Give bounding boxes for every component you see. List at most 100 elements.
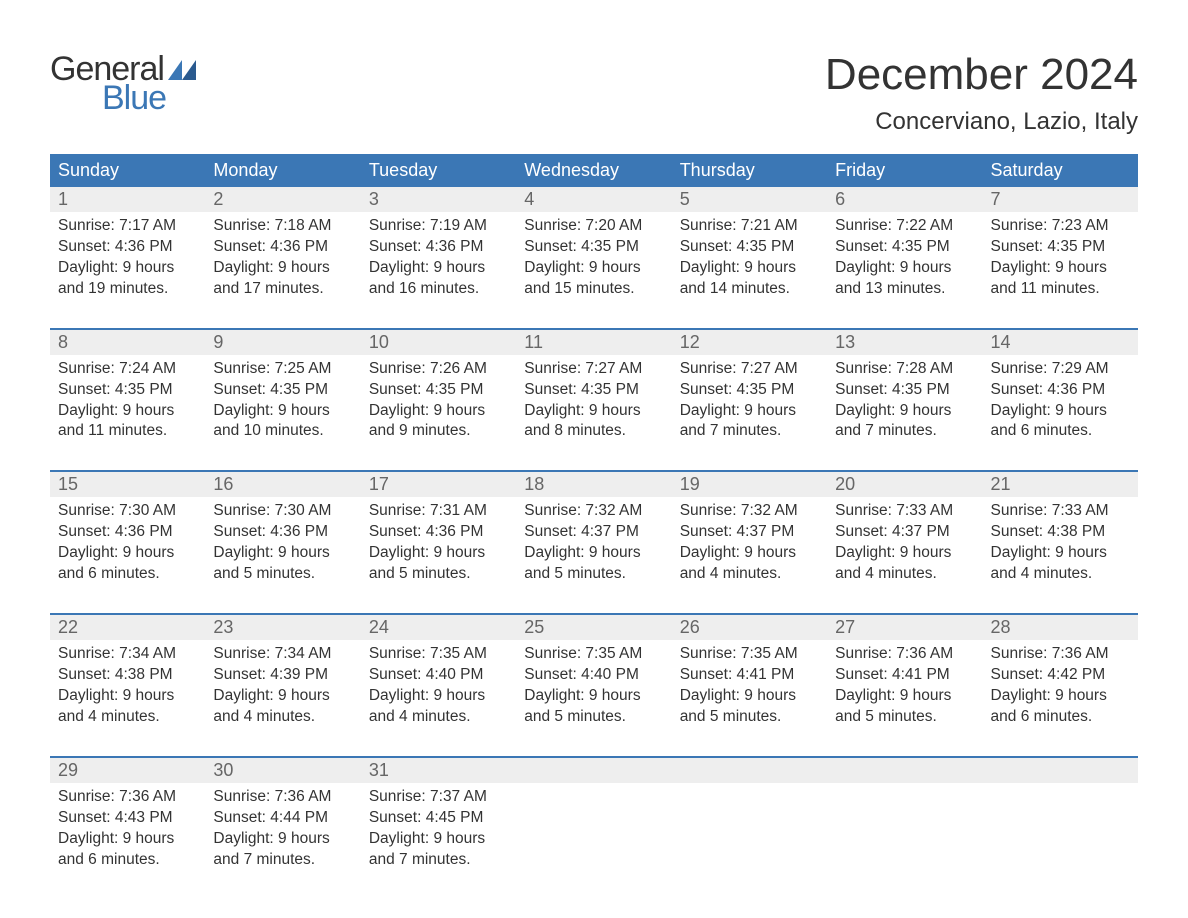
- day-sunset: Sunset: 4:37 PM: [835, 522, 974, 543]
- day-number: 21: [983, 472, 1138, 497]
- day-sunrise: Sunrise: 7:36 AM: [991, 644, 1130, 665]
- day-sunset: Sunset: 4:42 PM: [991, 665, 1130, 686]
- day-sunrise: Sunrise: 7:35 AM: [369, 644, 508, 665]
- day-sunset: Sunset: 4:35 PM: [213, 380, 352, 401]
- day-cell: Sunrise: 7:36 AMSunset: 4:43 PMDaylight:…: [50, 783, 205, 899]
- day-number: 9: [205, 330, 360, 355]
- day-header: Sunday: [50, 154, 205, 187]
- day-header-row: Sunday Monday Tuesday Wednesday Thursday…: [50, 154, 1138, 187]
- calendar-table: Sunday Monday Tuesday Wednesday Thursday…: [50, 154, 1138, 898]
- day-dl2: and 4 minutes.: [835, 564, 974, 585]
- day-dl1: Daylight: 9 hours: [369, 686, 508, 707]
- day-cell: Sunrise: 7:31 AMSunset: 4:36 PMDaylight:…: [361, 497, 516, 614]
- day-dl1: Daylight: 9 hours: [213, 543, 352, 564]
- day-sunrise: Sunrise: 7:37 AM: [369, 787, 508, 808]
- day-number: 19: [672, 472, 827, 497]
- day-dl2: and 4 minutes.: [369, 707, 508, 728]
- day-sunset: Sunset: 4:35 PM: [524, 380, 663, 401]
- day-number: 14: [983, 330, 1138, 355]
- day-dl1: Daylight: 9 hours: [991, 686, 1130, 707]
- day-sunset: Sunset: 4:41 PM: [835, 665, 974, 686]
- day-dl2: and 5 minutes.: [680, 707, 819, 728]
- day-cell: Sunrise: 7:33 AMSunset: 4:37 PMDaylight:…: [827, 497, 982, 614]
- day-number: 26: [672, 615, 827, 640]
- day-dl2: and 4 minutes.: [58, 707, 197, 728]
- day-header: Saturday: [983, 154, 1138, 187]
- day-cell: Sunrise: 7:27 AMSunset: 4:35 PMDaylight:…: [516, 355, 671, 472]
- day-dl2: and 11 minutes.: [991, 279, 1130, 300]
- day-sunrise: Sunrise: 7:32 AM: [680, 501, 819, 522]
- day-dl2: and 19 minutes.: [58, 279, 197, 300]
- day-sunrise: Sunrise: 7:22 AM: [835, 216, 974, 237]
- day-sunrise: Sunrise: 7:18 AM: [213, 216, 352, 237]
- day-sunrise: Sunrise: 7:19 AM: [369, 216, 508, 237]
- day-number: 5: [672, 187, 827, 212]
- day-dl1: Daylight: 9 hours: [213, 829, 352, 850]
- day-dl1: Daylight: 9 hours: [369, 258, 508, 279]
- day-header: Monday: [205, 154, 360, 187]
- day-dl2: and 7 minutes.: [369, 850, 508, 871]
- page-title: December 2024: [825, 50, 1138, 100]
- day-sunrise: Sunrise: 7:34 AM: [213, 644, 352, 665]
- day-dl2: and 5 minutes.: [524, 564, 663, 585]
- day-number: 10: [361, 330, 516, 355]
- day-sunset: Sunset: 4:35 PM: [680, 380, 819, 401]
- day-sunrise: Sunrise: 7:34 AM: [58, 644, 197, 665]
- day-cell: Sunrise: 7:20 AMSunset: 4:35 PMDaylight:…: [516, 212, 671, 329]
- day-cell: Sunrise: 7:36 AMSunset: 4:42 PMDaylight:…: [983, 640, 1138, 757]
- day-sunset: Sunset: 4:40 PM: [369, 665, 508, 686]
- day-dl2: and 4 minutes.: [213, 707, 352, 728]
- day-cell: Sunrise: 7:33 AMSunset: 4:38 PMDaylight:…: [983, 497, 1138, 614]
- day-cell: Sunrise: 7:19 AMSunset: 4:36 PMDaylight:…: [361, 212, 516, 329]
- day-sunset: Sunset: 4:36 PM: [369, 522, 508, 543]
- day-dl2: and 6 minutes.: [58, 850, 197, 871]
- day-number: 2: [205, 187, 360, 212]
- day-dl2: and 6 minutes.: [58, 564, 197, 585]
- day-cell: Sunrise: 7:36 AMSunset: 4:41 PMDaylight:…: [827, 640, 982, 757]
- flag-icon: [168, 60, 196, 80]
- day-cell: Sunrise: 7:34 AMSunset: 4:38 PMDaylight:…: [50, 640, 205, 757]
- day-sunrise: Sunrise: 7:33 AM: [991, 501, 1130, 522]
- day-cell: Sunrise: 7:26 AMSunset: 4:35 PMDaylight:…: [361, 355, 516, 472]
- day-cell: Sunrise: 7:30 AMSunset: 4:36 PMDaylight:…: [50, 497, 205, 614]
- day-dl1: Daylight: 9 hours: [369, 543, 508, 564]
- day-dl1: Daylight: 9 hours: [991, 258, 1130, 279]
- day-number: 15: [50, 472, 205, 497]
- day-number: 1: [50, 187, 205, 212]
- day-dl2: and 6 minutes.: [991, 707, 1130, 728]
- day-cell: Sunrise: 7:35 AMSunset: 4:40 PMDaylight:…: [516, 640, 671, 757]
- header: General Blue December 2024 Concerviano, …: [50, 50, 1138, 136]
- day-sunrise: Sunrise: 7:27 AM: [524, 359, 663, 380]
- day-sunrise: Sunrise: 7:29 AM: [991, 359, 1130, 380]
- day-cell: [983, 783, 1138, 899]
- day-dl1: Daylight: 9 hours: [58, 686, 197, 707]
- day-sunset: Sunset: 4:43 PM: [58, 808, 197, 829]
- day-sunrise: Sunrise: 7:25 AM: [213, 359, 352, 380]
- day-dl1: Daylight: 9 hours: [991, 543, 1130, 564]
- day-cell: Sunrise: 7:24 AMSunset: 4:35 PMDaylight:…: [50, 355, 205, 472]
- day-number: 6: [827, 187, 982, 212]
- day-number: 27: [827, 615, 982, 640]
- day-number: 8: [50, 330, 205, 355]
- day-dl2: and 13 minutes.: [835, 279, 974, 300]
- day-sunset: Sunset: 4:35 PM: [991, 237, 1130, 258]
- day-sunset: Sunset: 4:38 PM: [991, 522, 1130, 543]
- day-sunset: Sunset: 4:38 PM: [58, 665, 197, 686]
- day-sunset: Sunset: 4:40 PM: [524, 665, 663, 686]
- daynum-row: 1234567: [50, 187, 1138, 212]
- day-sunrise: Sunrise: 7:32 AM: [524, 501, 663, 522]
- day-cell: Sunrise: 7:35 AMSunset: 4:41 PMDaylight:…: [672, 640, 827, 757]
- day-dl2: and 5 minutes.: [835, 707, 974, 728]
- day-number: [516, 758, 671, 783]
- day-dl2: and 14 minutes.: [680, 279, 819, 300]
- day-number: [827, 758, 982, 783]
- day-number: 3: [361, 187, 516, 212]
- logo: General Blue: [50, 50, 196, 118]
- day-dl1: Daylight: 9 hours: [680, 258, 819, 279]
- day-number: 4: [516, 187, 671, 212]
- day-number: 12: [672, 330, 827, 355]
- day-dl1: Daylight: 9 hours: [524, 686, 663, 707]
- day-sunrise: Sunrise: 7:36 AM: [835, 644, 974, 665]
- daynum-row: 15161718192021: [50, 472, 1138, 497]
- day-sunset: Sunset: 4:35 PM: [58, 380, 197, 401]
